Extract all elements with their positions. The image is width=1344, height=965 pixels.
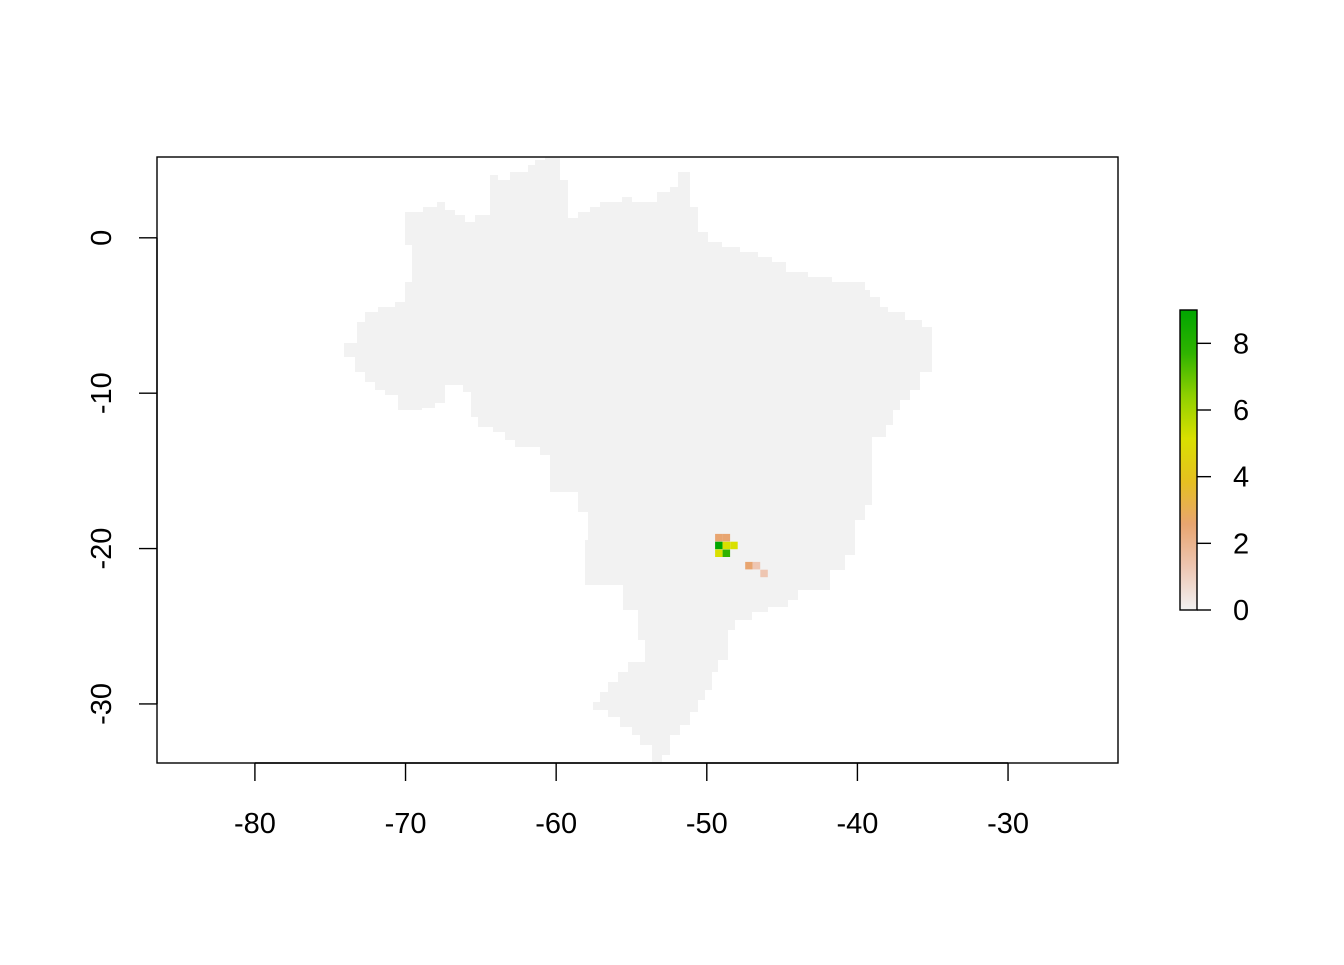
value-cell: [715, 541, 723, 550]
x-tick-label: -70: [385, 808, 427, 840]
value-cells: [715, 533, 768, 578]
legend-tick-label: 6: [1233, 395, 1249, 427]
brazil-land-raster: [344, 157, 932, 762]
x-tick-label: -50: [686, 808, 728, 840]
x-axis: -80 -70 -60 -50 -40 -30: [234, 762, 1029, 840]
legend-tick-label: 2: [1233, 528, 1249, 560]
value-cell: [722, 533, 731, 542]
y-tick-label: -30: [86, 683, 118, 725]
legend-tick-label: 4: [1233, 462, 1249, 494]
raster-layer: [344, 157, 932, 762]
value-cell: [715, 533, 723, 542]
x-tick-label: -60: [535, 808, 577, 840]
legend-color-bar: [1179, 309, 1198, 611]
y-axis: 0 -10 -20 -30: [86, 230, 158, 725]
x-tick-label: -30: [987, 808, 1029, 840]
value-cell: [722, 541, 731, 550]
value-cell: [722, 549, 731, 557]
x-tick-label: -80: [234, 808, 276, 840]
legend-tick-label: 8: [1233, 328, 1249, 360]
value-cell: [715, 549, 723, 557]
value-cell: [730, 541, 738, 550]
value-cell: [760, 569, 768, 578]
x-tick-label: -40: [836, 808, 878, 840]
value-cell: [745, 561, 753, 570]
legend-tick-label: 0: [1233, 595, 1249, 627]
y-tick-label: 0: [86, 230, 118, 246]
y-tick-label: -10: [86, 372, 118, 414]
y-tick-label: -20: [86, 528, 118, 570]
color-legend: 0 2 4 6 8: [1179, 309, 1249, 627]
value-cell: [752, 561, 761, 570]
